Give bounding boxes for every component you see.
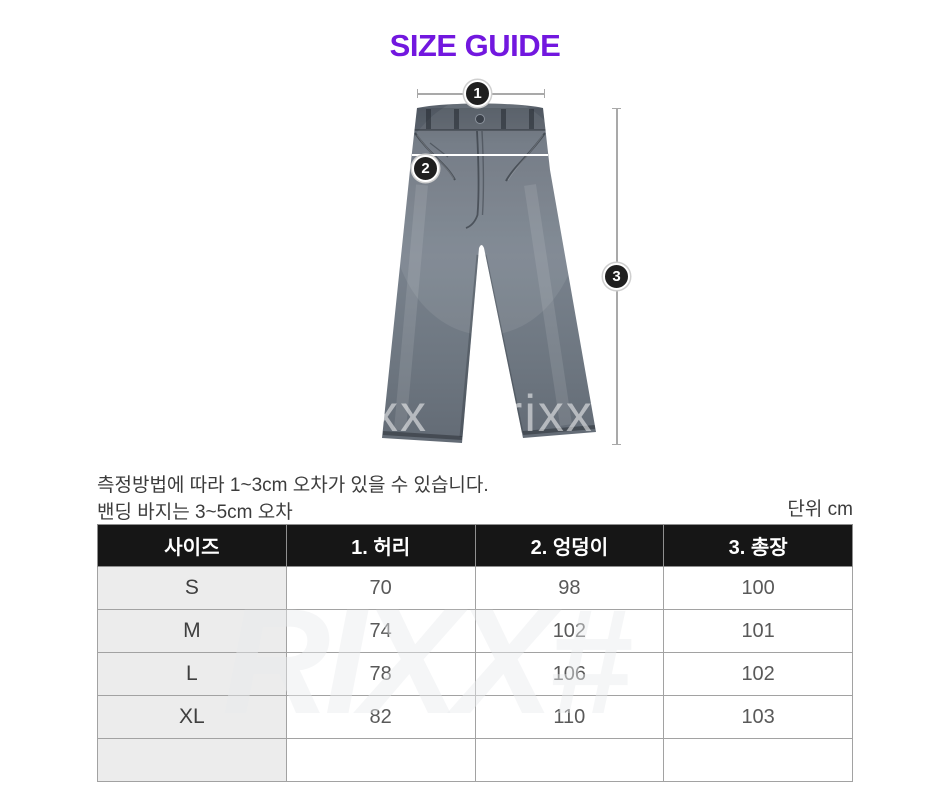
size-table: 사이즈 1. 허리 2. 엉덩이 3. 총장 S 70 98 100 M 74 … xyxy=(97,524,853,782)
cell-waist: 74 xyxy=(285,609,476,653)
jeans-image xyxy=(382,103,596,443)
jeans-silhouette xyxy=(382,103,596,443)
cell-length: 101 xyxy=(663,609,853,653)
jeans-pocket-left xyxy=(414,132,456,181)
jeans-button xyxy=(475,114,485,124)
marker-1-badge: 1 xyxy=(464,80,491,107)
cell-size: XL xyxy=(97,695,287,739)
table-row-l: L 78 106 102 xyxy=(97,652,853,696)
page-title: SIZE GUIDE xyxy=(389,28,561,63)
cell-size: L xyxy=(97,652,287,696)
size-table-header-row: 사이즈 1. 허리 2. 엉덩이 3. 총장 xyxy=(97,524,853,567)
cell-hip: 98 xyxy=(474,566,665,610)
cell-size: M xyxy=(97,609,287,653)
table-row-xl: XL 82 110 103 xyxy=(97,695,853,739)
jeans-hem-left xyxy=(382,431,463,440)
col-header-waist: 1. 허리 xyxy=(285,524,476,567)
jeans-crease-left xyxy=(394,184,428,431)
jeans-hem-right xyxy=(522,425,596,435)
cell-length xyxy=(663,738,853,782)
cell-waist: 70 xyxy=(285,566,476,610)
cell-hip: 102 xyxy=(474,609,665,653)
table-row-s: S 70 98 100 xyxy=(97,566,853,610)
marker-1-number: 1 xyxy=(473,85,482,102)
cell-size: S xyxy=(97,566,287,610)
cell-waist: 82 xyxy=(285,695,476,739)
cell-hip: 106 xyxy=(474,652,665,696)
cell-length: 102 xyxy=(663,652,853,696)
marker-3-number: 3 xyxy=(612,268,621,285)
marker-3-badge: 3 xyxy=(603,263,630,290)
cell-length: 103 xyxy=(663,695,853,739)
tolerance-note-line-2: 밴딩 바지는 3~5cm 오차 xyxy=(97,502,293,523)
col-header-length: 3. 총장 xyxy=(663,524,853,567)
jeans-pocket-right xyxy=(505,132,546,182)
cell-length: 100 xyxy=(663,566,853,610)
jeans-figure: xx rixx 1 2 3 xyxy=(382,80,630,445)
jeans-crease-right xyxy=(524,184,572,426)
marker-2-badge: 2 xyxy=(412,155,439,182)
col-header-size: 사이즈 xyxy=(97,524,287,567)
cell-hip: 110 xyxy=(474,695,665,739)
tolerance-note-line-1: 측정방법에 따라 1~3cm 오차가 있을 수 있습니다. xyxy=(97,475,489,496)
table-row-m: M 74 102 101 xyxy=(97,609,853,653)
cell-size xyxy=(97,738,287,782)
cell-waist: 78 xyxy=(285,652,476,696)
table-row-empty xyxy=(97,738,853,782)
col-header-hip: 2. 엉덩이 xyxy=(474,524,665,567)
cell-waist xyxy=(285,738,476,782)
unit-label: 단위 cm xyxy=(787,499,853,520)
measure-line-hip xyxy=(412,154,548,156)
marker-2-number: 2 xyxy=(421,160,430,177)
cell-hip xyxy=(474,738,665,782)
